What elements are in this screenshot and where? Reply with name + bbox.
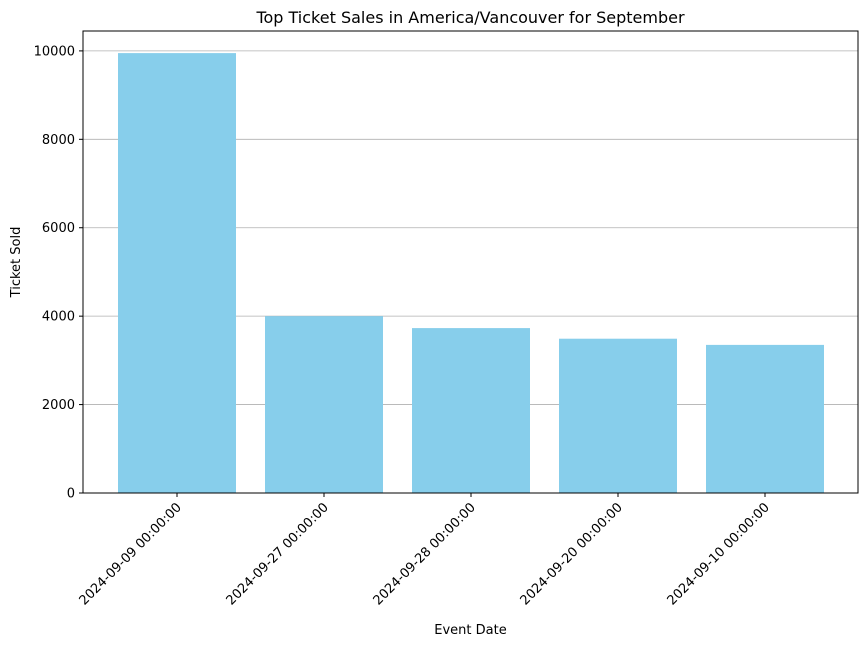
y-axis-label: Ticket Sold xyxy=(9,227,24,299)
x-axis-label: Event Date xyxy=(434,623,506,638)
x-tick-label: 2024-09-27 00:00:00 xyxy=(224,500,332,608)
bar-5 xyxy=(706,344,824,493)
x-axis-ticks: 2024-09-09 00:00:00 2024-09-27 00:00:00 20… xyxy=(77,493,773,608)
bar-2 xyxy=(265,316,383,493)
x-tick-label: 2024-09-20 00:00:00 xyxy=(518,500,626,608)
chart-title: Top Ticket Sales in America/Vancouver fo… xyxy=(255,8,685,27)
bar-3 xyxy=(412,328,530,493)
bar-1 xyxy=(118,53,236,494)
x-tick-label: 2024-09-10 00:00:00 xyxy=(665,500,773,608)
bar-4 xyxy=(559,338,677,493)
x-tick-label: 2024-09-09 00:00:00 xyxy=(77,500,185,608)
y-tick-label: 2000 xyxy=(42,398,75,413)
y-tick-label: 0 xyxy=(67,487,75,502)
x-tick-label: 2024-09-28 00:00:00 xyxy=(371,500,479,608)
y-tick-label: 4000 xyxy=(42,310,75,325)
y-tick-label: 10000 xyxy=(34,44,75,59)
y-tick-label: 8000 xyxy=(42,133,75,148)
y-axis-ticks: 0 2000 4000 6000 8000 10000 xyxy=(34,44,83,502)
y-tick-label: 6000 xyxy=(42,221,75,236)
bars xyxy=(118,53,824,494)
